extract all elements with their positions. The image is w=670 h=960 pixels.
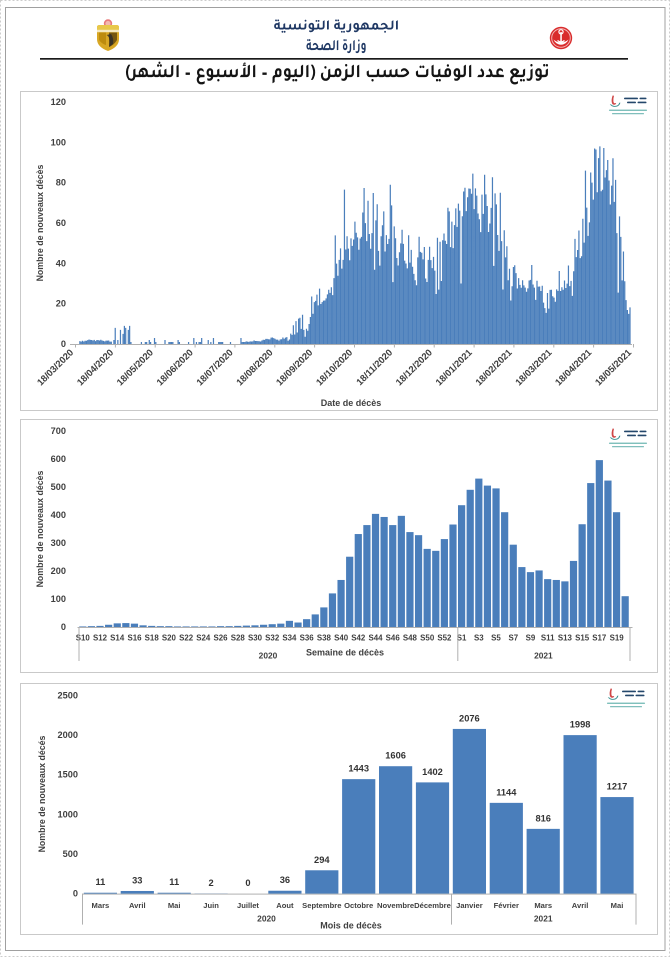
svg-text:0: 0 [73, 889, 78, 899]
svg-text:2020: 2020 [259, 651, 278, 661]
svg-text:S24: S24 [196, 634, 211, 643]
svg-text:1000: 1000 [58, 809, 78, 819]
svg-text:S7: S7 [508, 634, 518, 643]
svg-text:400: 400 [51, 510, 66, 520]
svg-text:S17: S17 [592, 634, 607, 643]
svg-text:40: 40 [56, 258, 66, 268]
svg-text:1606: 1606 [385, 751, 406, 761]
svg-text:S1: S1 [457, 634, 467, 643]
svg-text:2: 2 [209, 878, 214, 888]
svg-text:S40: S40 [334, 634, 349, 643]
svg-text:Mois de décès: Mois de décès [320, 921, 382, 931]
svg-text:1144: 1144 [496, 787, 517, 797]
svg-text:2021: 2021 [534, 914, 553, 924]
svg-text:11: 11 [95, 877, 105, 887]
svg-text:20: 20 [56, 299, 66, 309]
svg-text:Septembre: Septembre [302, 901, 341, 910]
svg-text:0: 0 [61, 622, 66, 632]
svg-text:Février: Février [494, 901, 519, 910]
svg-text:S11: S11 [541, 634, 555, 643]
svg-text:200: 200 [51, 566, 66, 576]
svg-text:S9: S9 [526, 634, 536, 643]
svg-text:Nombre de nouveaux décès: Nombre de nouveaux décès [35, 470, 45, 587]
svg-text:S18: S18 [145, 634, 160, 643]
svg-text:S15: S15 [575, 634, 590, 643]
svg-text:S3: S3 [474, 634, 484, 643]
svg-text:300: 300 [51, 538, 66, 548]
svg-text:33: 33 [132, 876, 142, 886]
svg-text:Semaine de décès: Semaine de décès [306, 648, 384, 658]
svg-text:S38: S38 [317, 634, 332, 643]
svg-text:S50: S50 [420, 634, 435, 643]
svg-text:S52: S52 [437, 634, 452, 643]
svg-text:2076: 2076 [459, 713, 480, 723]
svg-text:S46: S46 [386, 634, 401, 643]
svg-text:294: 294 [314, 855, 330, 865]
svg-text:1402: 1402 [422, 767, 443, 777]
svg-text:Nombre de nouveaux décés: Nombre de nouveaux décés [37, 735, 47, 852]
svg-text:S48: S48 [403, 634, 418, 643]
svg-text:60: 60 [56, 218, 66, 228]
svg-text:1500: 1500 [58, 770, 78, 780]
svg-text:Nombre de nouveaux décès: Nombre de nouveaux décès [35, 164, 45, 281]
svg-text:S22: S22 [179, 634, 194, 643]
svg-text:Mars: Mars [534, 901, 552, 910]
svg-text:Décembre: Décembre [414, 901, 451, 910]
svg-text:S20: S20 [162, 634, 177, 643]
svg-text:S14: S14 [110, 634, 125, 643]
svg-text:Mai: Mai [611, 901, 624, 910]
svg-text:S5: S5 [491, 634, 501, 643]
svg-text:S13: S13 [558, 634, 573, 643]
svg-text:816: 816 [535, 813, 551, 823]
svg-text:0: 0 [61, 339, 66, 349]
svg-text:2020: 2020 [257, 914, 276, 924]
svg-text:1443: 1443 [348, 764, 369, 774]
svg-text:36: 36 [280, 875, 290, 885]
svg-text:Date de décès: Date de décès [321, 398, 382, 408]
svg-text:S42: S42 [351, 634, 366, 643]
svg-text:S19: S19 [610, 634, 625, 643]
svg-text:S26: S26 [213, 634, 228, 643]
svg-text:11: 11 [169, 877, 179, 887]
svg-text:Avril: Avril [572, 901, 589, 910]
svg-text:S34: S34 [282, 634, 297, 643]
svg-text:Janvier: Janvier [456, 901, 483, 910]
svg-text:700: 700 [51, 426, 66, 436]
svg-text:Juin: Juin [203, 901, 219, 910]
svg-text:500: 500 [51, 482, 66, 492]
svg-text:S10: S10 [76, 634, 91, 643]
svg-text:Novembre: Novembre [377, 901, 414, 910]
svg-text:S44: S44 [368, 634, 383, 643]
svg-text:S12: S12 [93, 634, 108, 643]
svg-text:Aout: Aout [276, 901, 294, 910]
svg-text:S28: S28 [231, 634, 246, 643]
svg-text:600: 600 [51, 454, 66, 464]
svg-text:S30: S30 [248, 634, 263, 643]
svg-text:Juillet: Juillet [237, 901, 259, 910]
svg-text:1217: 1217 [607, 782, 628, 792]
svg-text:S16: S16 [127, 634, 142, 643]
svg-text:S36: S36 [300, 634, 315, 643]
svg-text:Avril: Avril [129, 901, 146, 910]
svg-text:Mars: Mars [92, 901, 110, 910]
svg-text:120: 120 [51, 97, 66, 107]
svg-text:2000: 2000 [58, 730, 78, 740]
svg-text:S32: S32 [265, 634, 280, 643]
svg-text:Mai: Mai [168, 901, 181, 910]
svg-text:0: 0 [245, 878, 250, 888]
svg-text:500: 500 [63, 849, 78, 859]
svg-text:2021: 2021 [534, 651, 553, 661]
svg-text:Octobre: Octobre [344, 901, 373, 910]
svg-text:1998: 1998 [570, 720, 591, 730]
svg-text:100: 100 [51, 594, 66, 604]
svg-text:2500: 2500 [58, 690, 78, 700]
svg-text:80: 80 [56, 178, 66, 188]
svg-text:100: 100 [51, 137, 66, 147]
